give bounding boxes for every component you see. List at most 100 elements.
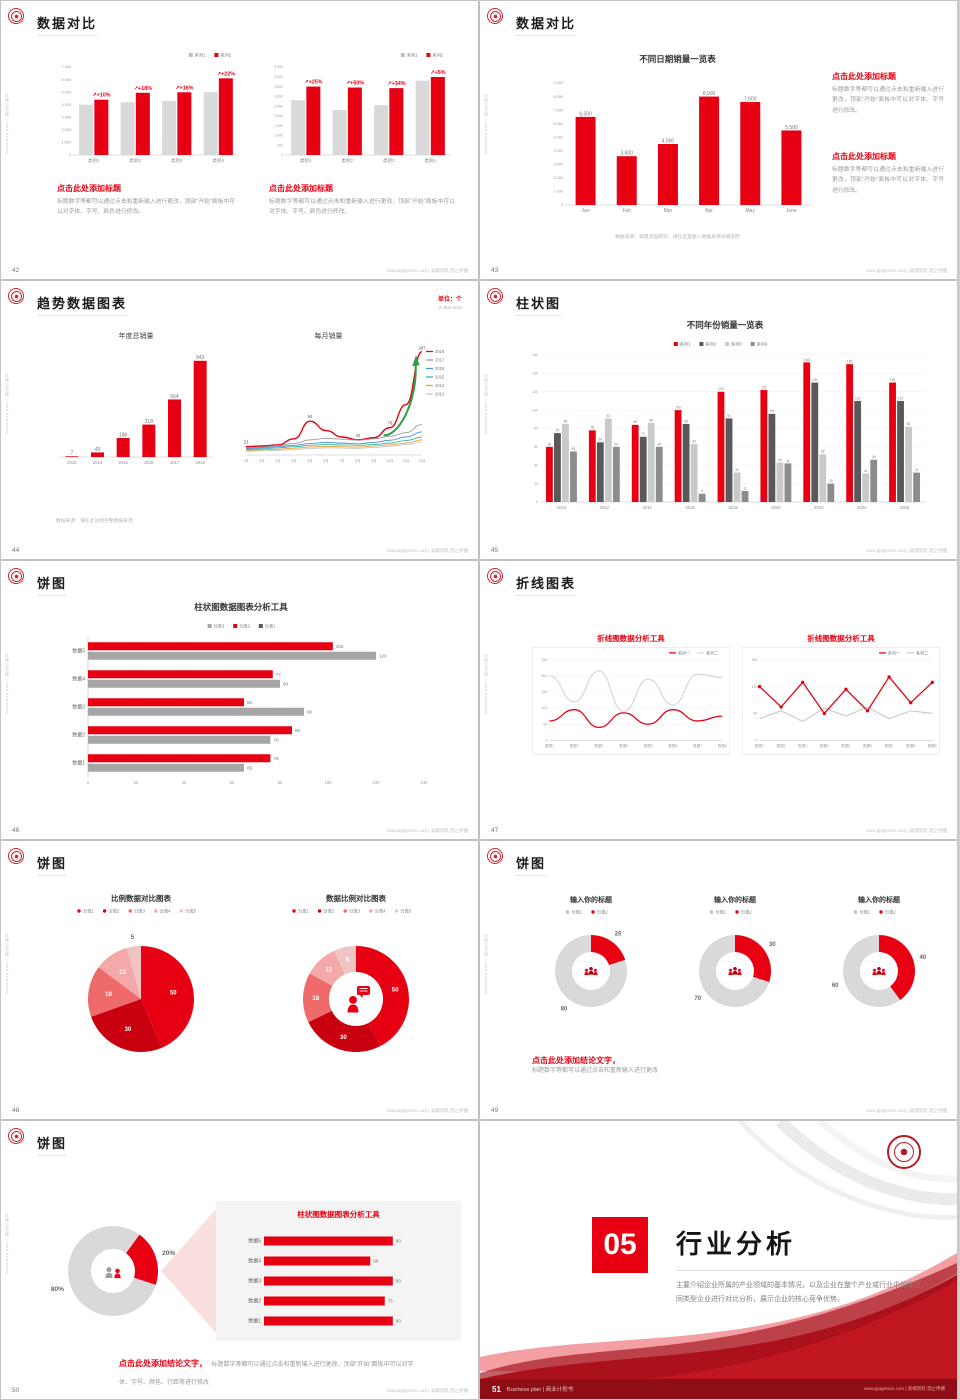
- svg-text:85: 85: [564, 419, 568, 423]
- slide-42-data-comparison[interactable]: Business plan | 商业计划书 数据对比 0 1,000 2,000 3,…: [1, 1, 478, 279]
- svg-text:数据3: 数据3: [72, 704, 85, 711]
- marker-line-chart: 0 50 100 150 数据1 数据2 数据3 数据4 数据5 数据6 数据7 数据8 数据9 系列一 系…: [742, 647, 940, 755]
- svg-text:分类1: 分类1: [571, 909, 582, 916]
- svg-text:31: 31: [864, 469, 868, 473]
- page-number: 43: [491, 267, 499, 274]
- svg-text:分类1: 分类1: [83, 908, 94, 915]
- svg-text:2014: 2014: [435, 383, 445, 388]
- svg-text:20: 20: [534, 482, 538, 486]
- svg-text:6,000: 6,000: [553, 122, 563, 126]
- slide-49-donut-charts[interactable]: Business plan | 商业计划书 饼图 输入你的标题 20 80 分类1 分…: [480, 841, 957, 1119]
- svg-text:80: 80: [283, 681, 289, 686]
- svg-text:分类4: 分类4: [160, 908, 171, 915]
- svg-text:系列二: 系列二: [706, 649, 718, 655]
- brand-emblem-icon: [487, 848, 503, 864]
- conclusion-body: 标题数字等都可以通过点击和重新输入进行更改，顶部“开始”面板中可以对字体、字号、…: [119, 1362, 414, 1386]
- footer-site-text: www.pptgenius.com | 高端资料 禁止传播: [864, 1386, 945, 1391]
- slide-46-hbar-analysis[interactable]: Business plan | 商业计划书 饼图 柱状图数据图表分析工具 0 20…: [1, 561, 478, 839]
- svg-text:2017: 2017: [435, 358, 445, 363]
- caption-heading: 点击此处添加标题: [832, 152, 896, 161]
- svg-text:4,500: 4,500: [662, 138, 675, 144]
- brand-emblem-icon: [887, 1135, 921, 1169]
- svg-text:数据9: 数据9: [928, 743, 937, 748]
- proportion-pie-chart: 50 30 18 12 5 分类1 分类2 分类3 分类4 分类5: [41, 905, 241, 1077]
- page-number: 42: [12, 267, 20, 274]
- svg-text:18: 18: [105, 991, 112, 998]
- svg-text:数据1: 数据1: [755, 743, 764, 748]
- svg-text:1,500: 1,500: [275, 124, 284, 128]
- caption-body: 标题数字等都可以通过点击和重新输入进行更改，顶部“开始”面板中可以对字体、字号进…: [832, 167, 944, 194]
- smooth-line-chart: 0 50 100 150 200 250 数据1 数据2 数据3 数据4 数据5 数据6 数据7 数据8 系…: [532, 647, 730, 755]
- svg-text:类别3: 类别3: [171, 157, 183, 164]
- svg-text:564: 564: [170, 394, 179, 400]
- svg-text:30: 30: [769, 942, 776, 948]
- svg-text:82: 82: [907, 422, 911, 426]
- slide-43-data-comparison[interactable]: Business plan | 商业计划书 数据对比 不同日期销量一览表 0 1,…: [480, 1, 957, 279]
- svg-text:2024: 2024: [857, 505, 867, 510]
- svg-text:40: 40: [182, 780, 187, 785]
- svg-text:7月: 7月: [339, 459, 344, 463]
- svg-text:5,000: 5,000: [61, 90, 71, 94]
- svg-text:分类1: 分类1: [859, 909, 870, 916]
- svg-text:3月: 3月: [275, 459, 280, 463]
- svg-text:分类1: 分类1: [298, 908, 309, 915]
- svg-text:数据4: 数据4: [72, 676, 85, 683]
- slide-44-trend-charts[interactable]: Business plan | 商业计划书 趋势数据图表 单位：个 in 900…: [1, 281, 478, 559]
- svg-text:76: 76: [273, 737, 279, 742]
- svg-text:30: 30: [340, 1034, 347, 1041]
- sidebar-vertical-text: Business plan | 商业计划书: [4, 652, 9, 714]
- slide-48-pie-charts[interactable]: Business plan | 商业计划书 饼图 比例数据对比图表 50 30 18…: [1, 841, 478, 1119]
- caption-block-right: 点击此处添加标题 标题数字等都可以通过点击和重新输入进行更改，顶部“开始”面板中…: [269, 183, 455, 218]
- svg-text:June: June: [786, 208, 797, 214]
- svg-text:50: 50: [753, 712, 757, 716]
- svg-text:↗+34%: ↗+34%: [387, 81, 406, 87]
- slide-51-section-divider[interactable]: 05 行业分析 主要介绍企业所属的产业领域的基本情况，以及企业在整个产业或行业中…: [480, 1121, 957, 1399]
- svg-text:分类3: 分类3: [349, 908, 360, 915]
- svg-text:2020: 2020: [771, 505, 781, 510]
- svg-text:数据3: 数据3: [594, 743, 603, 748]
- svg-text:150: 150: [847, 360, 853, 364]
- svg-text:0: 0: [536, 500, 538, 504]
- svg-text:63: 63: [692, 440, 696, 444]
- svg-text:类别2: 类别2: [129, 157, 141, 164]
- section-title: 行业分析: [676, 1229, 797, 1259]
- slide-47-line-charts[interactable]: Business plan | 商业计划书 折线图表 折线图数据分析工具 0 50…: [480, 561, 957, 839]
- svg-text:分类4: 分类4: [375, 908, 386, 915]
- monthly-sales-line-chart: 1月 2月 3月 4月 5月 6月 7月 8月 9月 10月 11月 12月 23 94 42 76 287 20…: [236, 339, 464, 469]
- svg-text:10月: 10月: [386, 459, 393, 463]
- data-source-note: 数据来源：请在此注明完整数据来源: [56, 519, 133, 524]
- slide-title: 柱状图: [516, 293, 562, 316]
- footer-label: Business plan | 商业计划书: [506, 1387, 574, 1393]
- page-number: 49: [491, 1107, 499, 1114]
- svg-text:130: 130: [812, 378, 818, 382]
- slide-45-column-chart[interactable]: Business plan | 商业计划书 柱状图 不同年份销量一览表 0 20 4…: [480, 281, 957, 559]
- svg-text:4月: 4月: [291, 459, 296, 463]
- svg-text:3,500: 3,500: [275, 85, 284, 89]
- svg-text:50: 50: [170, 989, 177, 996]
- svg-text:5: 5: [131, 934, 135, 941]
- svg-text:60: 60: [615, 442, 619, 446]
- svg-text:200: 200: [541, 674, 547, 678]
- unit-sub-label: in 900 units: [438, 305, 462, 310]
- svg-text:2014: 2014: [643, 505, 653, 510]
- svg-text:Jan: Jan: [582, 208, 590, 214]
- svg-text:18: 18: [312, 995, 319, 1002]
- svg-text:3,000: 3,000: [275, 95, 284, 99]
- slide-title: 饼图: [37, 1133, 68, 1156]
- svg-text:75: 75: [556, 428, 560, 432]
- slide-title: 饼图: [516, 853, 547, 876]
- left-panel-title: 折线图数据分析工具: [597, 634, 665, 643]
- svg-text:7,600: 7,600: [744, 96, 757, 102]
- svg-text:287: 287: [419, 346, 427, 351]
- svg-text:类别2: 类别2: [341, 157, 353, 164]
- horizontal-bar-chart: 0 20 40 60 80 100 120 140 数据5 102 120 数据4 77 80 数据3 65 9…: [46, 621, 446, 791]
- svg-text:类别4: 类别4: [212, 157, 224, 164]
- sidebar-vertical-text: Business plan | 商业计划书: [483, 92, 488, 154]
- svg-text:5月: 5月: [307, 459, 312, 463]
- svg-text:65: 65: [247, 765, 253, 770]
- svg-text:7,000: 7,000: [61, 65, 71, 69]
- brand-emblem-icon: [8, 568, 24, 584]
- svg-text:数据1: 数据1: [72, 760, 85, 767]
- svg-text:40: 40: [534, 463, 538, 467]
- slide-50-donut-and-bars[interactable]: Business plan | 商业计划书 饼图 20% 80% 柱状图数据图表分…: [1, 1121, 478, 1399]
